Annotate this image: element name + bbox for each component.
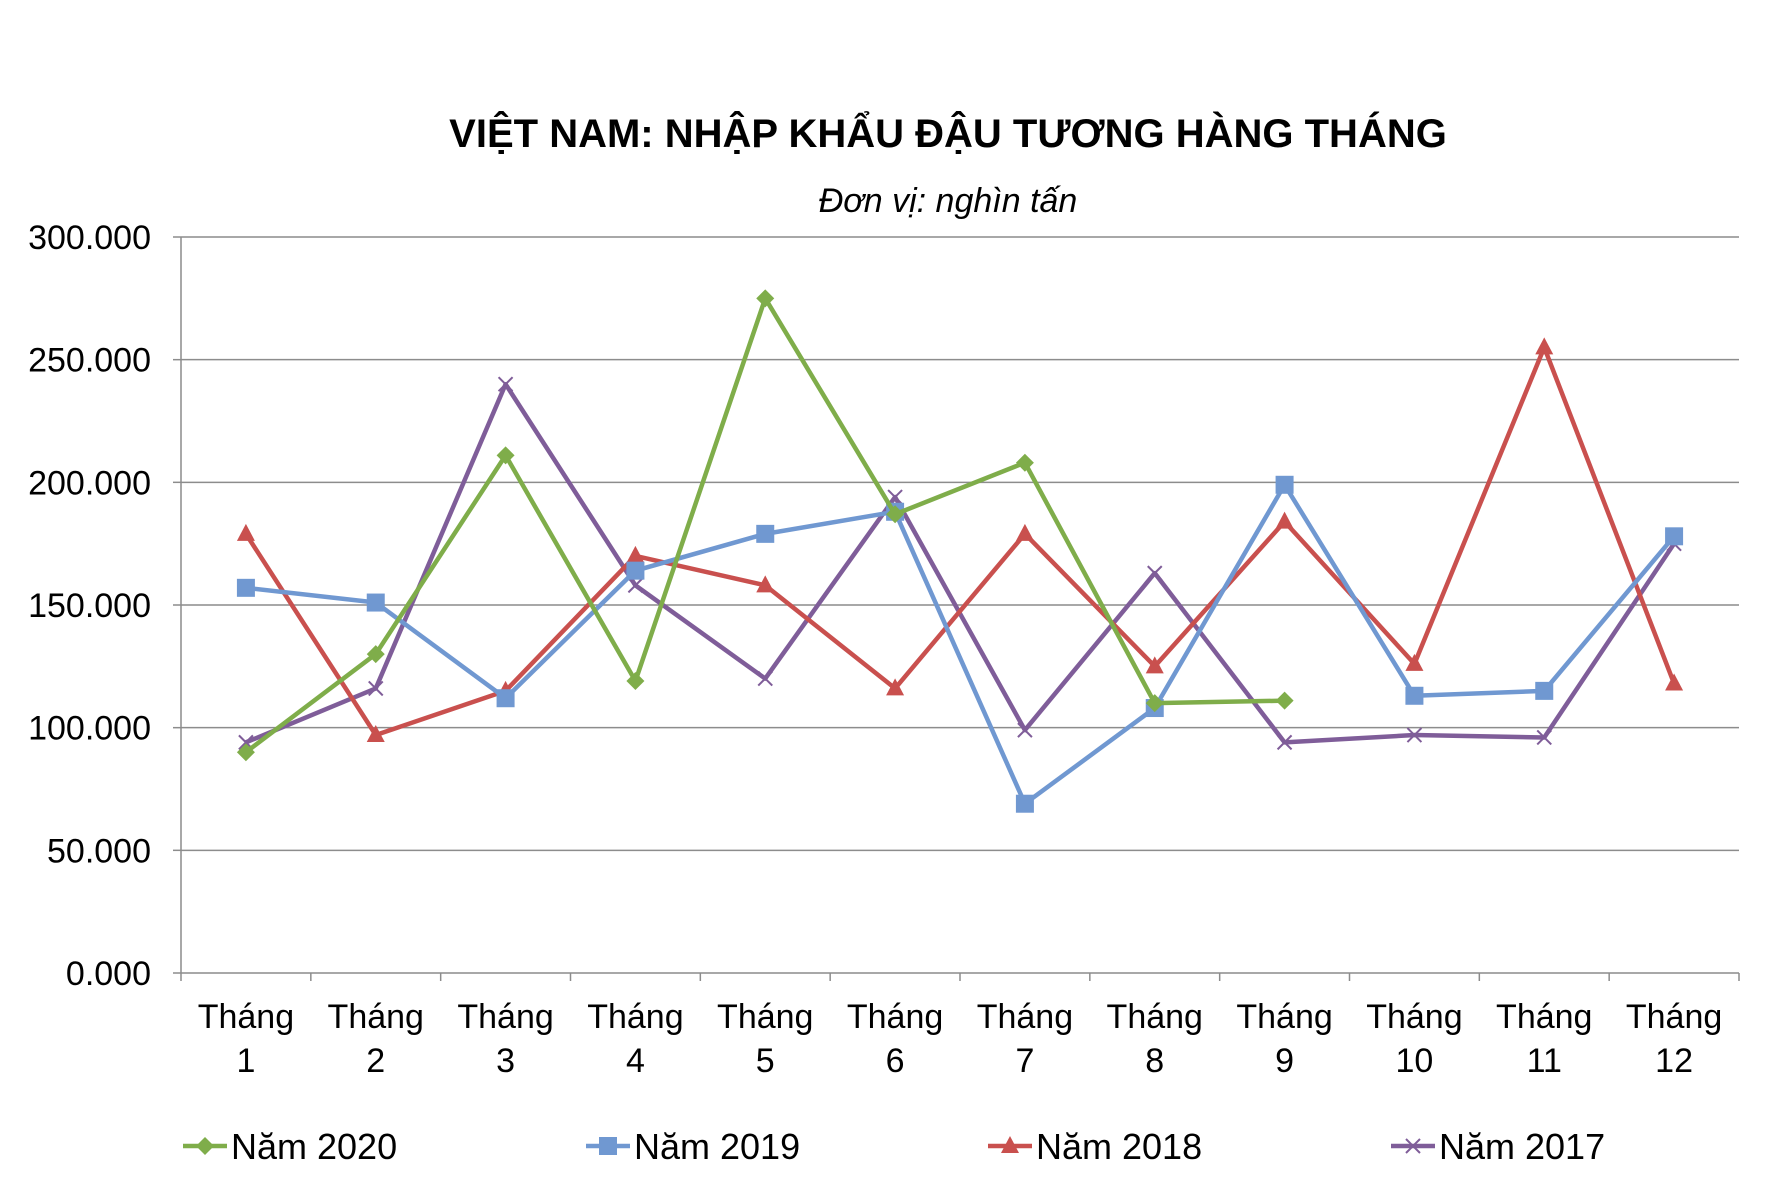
x-tick-label: Tháng 4 (587, 998, 683, 1080)
legend-item: Năm 2018 (988, 1126, 1202, 1167)
marker-x-stroke (1406, 727, 1423, 743)
chart-title: VIỆT NAM: NHẬP KHẨU ĐẬU TƯƠNG HÀNG THÁNG (449, 109, 1447, 156)
marker-x-stroke (757, 670, 773, 687)
data-point (1145, 694, 1164, 713)
y-tick-label: 300.000 (28, 219, 151, 257)
data-point (1145, 656, 1164, 674)
data-point (1015, 453, 1034, 472)
x-tick-label: Tháng 5 (717, 998, 813, 1080)
data-point (626, 561, 645, 580)
marker-x-stroke (497, 376, 514, 392)
data-point (1405, 653, 1424, 671)
series-group (236, 289, 1684, 813)
data-point (1015, 794, 1034, 813)
series-line (245, 381, 1676, 745)
marker-x-stroke (1405, 1138, 1421, 1154)
marker-x-stroke (368, 680, 384, 697)
data-point (366, 593, 385, 612)
data-point (626, 672, 645, 691)
data-point (1406, 727, 1423, 743)
legend-item: Năm 2017 (1391, 1126, 1605, 1167)
marker-x-stroke (887, 489, 903, 505)
series-nam-2020 (236, 289, 1294, 762)
data-point (756, 289, 775, 308)
x-tick-label: Tháng 8 (1107, 998, 1203, 1080)
data-point (496, 689, 515, 708)
data-point (1275, 511, 1294, 529)
data-point (497, 376, 514, 392)
data-point (1665, 527, 1684, 546)
y-tick-label: 0.000 (66, 955, 151, 993)
data-point (1015, 523, 1034, 541)
legend-item: Năm 2020 (183, 1126, 397, 1167)
legend-label: Năm 2017 (1439, 1126, 1605, 1167)
marker-x-stroke (1017, 722, 1033, 738)
gridlines (181, 236, 1739, 852)
series-nam-2018 (236, 337, 1684, 743)
data-point (1536, 729, 1552, 746)
legend: Năm 2020 Năm 2019 Năm 2018 Năm 2017 (183, 1126, 1605, 1167)
x-tick-label: Tháng 7 (977, 998, 1073, 1080)
data-point (368, 680, 384, 697)
chart-subtitle: Đơn vị: nghìn tấn (819, 182, 1078, 220)
series-line (244, 345, 1677, 738)
series-line (245, 482, 1676, 806)
data-point (886, 678, 905, 696)
x-tick-label: Tháng 12 (1626, 998, 1722, 1080)
data-point (236, 523, 255, 541)
y-axis: 0.000 50.000 100.000 150.000 200.000 250.000 3… (28, 219, 182, 993)
legend-label: Năm 2018 (1036, 1126, 1202, 1167)
data-point (756, 524, 775, 543)
data-point (1276, 734, 1293, 751)
data-point (1535, 337, 1554, 355)
data-point (366, 725, 385, 743)
legend-swatch-marker (196, 1137, 214, 1155)
series-nam-2019 (236, 475, 1684, 813)
y-tick-label: 200.000 (28, 464, 151, 502)
x-tick-label: Tháng 1 (198, 998, 294, 1080)
y-tick-label: 250.000 (28, 342, 151, 380)
data-point (1275, 475, 1294, 494)
y-tick-label: 150.000 (28, 587, 151, 625)
marker-x-stroke (238, 734, 254, 751)
data-point (496, 446, 515, 465)
data-point (1147, 565, 1163, 581)
marker-x-stroke (1276, 734, 1293, 751)
data-point (757, 670, 773, 687)
legend-label: Năm 2020 (231, 1126, 397, 1167)
x-axis: Tháng 1 Tháng 2 Tháng 3 Tháng 4 Tháng 5 Tháng 6 Thán… (180, 972, 1740, 1080)
marker-x-stroke (627, 577, 644, 594)
data-point (627, 577, 644, 594)
x-tick-label: Tháng 2 (328, 998, 424, 1080)
data-point (1405, 686, 1424, 705)
data-point (236, 743, 255, 762)
data-point (1017, 722, 1033, 738)
data-point (887, 489, 903, 505)
data-point (236, 578, 255, 597)
data-point (626, 545, 645, 563)
x-tick-label: Tháng 6 (847, 998, 943, 1080)
legend-swatch-marker (1001, 1136, 1019, 1153)
x-tick-label: Tháng 10 (1366, 998, 1462, 1080)
data-point (1535, 681, 1554, 700)
x-tick-label: Tháng 9 (1236, 998, 1332, 1080)
marker-x-stroke (1147, 565, 1163, 581)
legend-label: Năm 2019 (634, 1126, 800, 1167)
y-tick-label: 50.000 (47, 832, 151, 870)
data-point (886, 505, 905, 524)
data-point (366, 645, 385, 664)
x-tick-label: Tháng 11 (1496, 998, 1592, 1080)
legend-swatch-marker (1405, 1138, 1421, 1154)
marker-x-stroke (1536, 729, 1552, 746)
data-point (1275, 691, 1294, 710)
legend-swatch-marker (599, 1137, 617, 1155)
x-tick-label: Tháng 3 (457, 998, 553, 1080)
y-tick-label: 100.000 (28, 710, 151, 748)
legend-item: Năm 2019 (586, 1126, 800, 1167)
data-point (1665, 673, 1684, 691)
data-point (756, 575, 775, 593)
